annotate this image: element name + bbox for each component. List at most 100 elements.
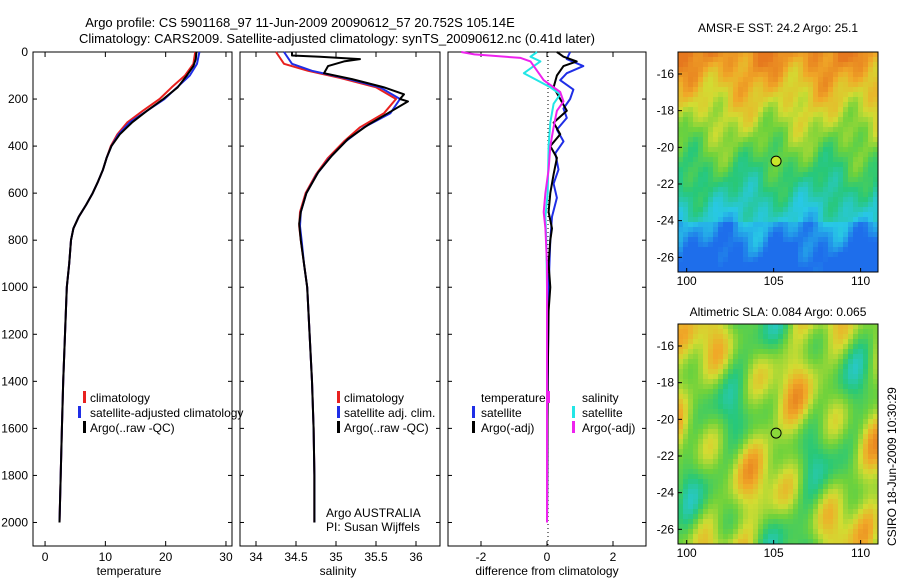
map-cell — [713, 474, 719, 480]
map-cell — [783, 267, 789, 273]
map-cell — [768, 459, 774, 465]
map-cell — [733, 252, 739, 258]
map-cell — [743, 484, 749, 490]
map-cell — [793, 212, 799, 218]
map-cell — [768, 409, 774, 415]
map-cell — [738, 344, 744, 350]
map-cell — [813, 434, 819, 440]
map-cell — [873, 534, 879, 540]
map-cell — [838, 222, 844, 228]
map-cell — [738, 394, 744, 400]
map-cell — [808, 379, 814, 385]
map-cell — [853, 167, 859, 173]
map-cell — [683, 217, 689, 223]
map-cell — [718, 329, 724, 335]
map-cell — [718, 324, 724, 330]
map-cell — [693, 122, 699, 128]
map-cell — [698, 379, 704, 385]
map-cell — [758, 157, 764, 163]
map-cell — [843, 524, 849, 530]
map-cell — [708, 434, 714, 440]
map-cell — [678, 354, 684, 360]
map-cell — [828, 107, 834, 113]
map-cell — [733, 247, 739, 253]
map-cell — [698, 67, 704, 73]
map-cell — [858, 379, 864, 385]
map-cell — [703, 469, 709, 475]
map-cell — [768, 414, 774, 420]
map-cell — [803, 494, 809, 500]
map-cell — [723, 87, 729, 93]
map-cell — [708, 474, 714, 480]
map-cell — [723, 72, 729, 78]
map-cell — [758, 324, 764, 330]
map-cell — [858, 222, 864, 228]
map-cell — [688, 489, 694, 495]
map-cell — [763, 534, 769, 540]
map-cell — [738, 237, 744, 243]
map-cell — [833, 67, 839, 73]
map-cell — [768, 177, 774, 183]
map-cell — [698, 394, 704, 400]
map-cell — [688, 434, 694, 440]
map-cell — [813, 172, 819, 178]
map-cell — [858, 514, 864, 520]
map-cell — [723, 92, 729, 98]
map-cell — [858, 394, 864, 400]
map-cell — [688, 72, 694, 78]
map-cell — [723, 252, 729, 258]
map-cell — [768, 534, 774, 540]
map-cell — [818, 132, 824, 138]
map-cell — [828, 464, 834, 470]
map-cell — [718, 252, 724, 258]
map-cell — [743, 182, 749, 188]
map-cell — [748, 147, 754, 153]
map-cell — [803, 132, 809, 138]
map-cell — [808, 494, 814, 500]
map-cell — [858, 519, 864, 525]
map-cell — [723, 197, 729, 203]
map-cell — [783, 494, 789, 500]
map-cell — [873, 202, 879, 208]
map-cell — [843, 257, 849, 263]
map-cell — [863, 117, 869, 123]
map-cell — [708, 384, 714, 390]
map-cell — [868, 474, 874, 480]
map-cell — [828, 117, 834, 123]
map-cell — [763, 439, 769, 445]
map-cell — [788, 237, 794, 243]
map-cell — [858, 212, 864, 218]
map-cell — [818, 494, 824, 500]
map-cell — [863, 534, 869, 540]
map-cell — [783, 409, 789, 415]
map-cell — [808, 399, 814, 405]
map-cell — [678, 349, 684, 355]
map-cell — [713, 232, 719, 238]
map-cell — [848, 339, 854, 345]
map-cell — [798, 354, 804, 360]
map-cell — [698, 334, 704, 340]
map-cell — [833, 247, 839, 253]
map-cell — [778, 82, 784, 88]
map-cell — [868, 157, 874, 163]
map-cell — [838, 389, 844, 395]
map-cell — [858, 107, 864, 113]
map-cell — [678, 197, 684, 203]
map-cell — [778, 117, 784, 123]
map-cell — [718, 444, 724, 450]
map-cell — [743, 539, 749, 545]
map-cell — [728, 232, 734, 238]
map-cell — [743, 107, 749, 113]
map-cell — [838, 252, 844, 258]
map-cell — [733, 212, 739, 218]
map-cell — [688, 404, 694, 410]
map-cell — [773, 424, 779, 430]
map-cell — [828, 147, 834, 153]
map-cell — [763, 237, 769, 243]
map-cell — [713, 187, 719, 193]
map-cell — [743, 364, 749, 370]
map-cell — [823, 449, 829, 455]
map-cell — [808, 267, 814, 273]
map-cell — [773, 324, 779, 330]
map-cell — [818, 339, 824, 345]
